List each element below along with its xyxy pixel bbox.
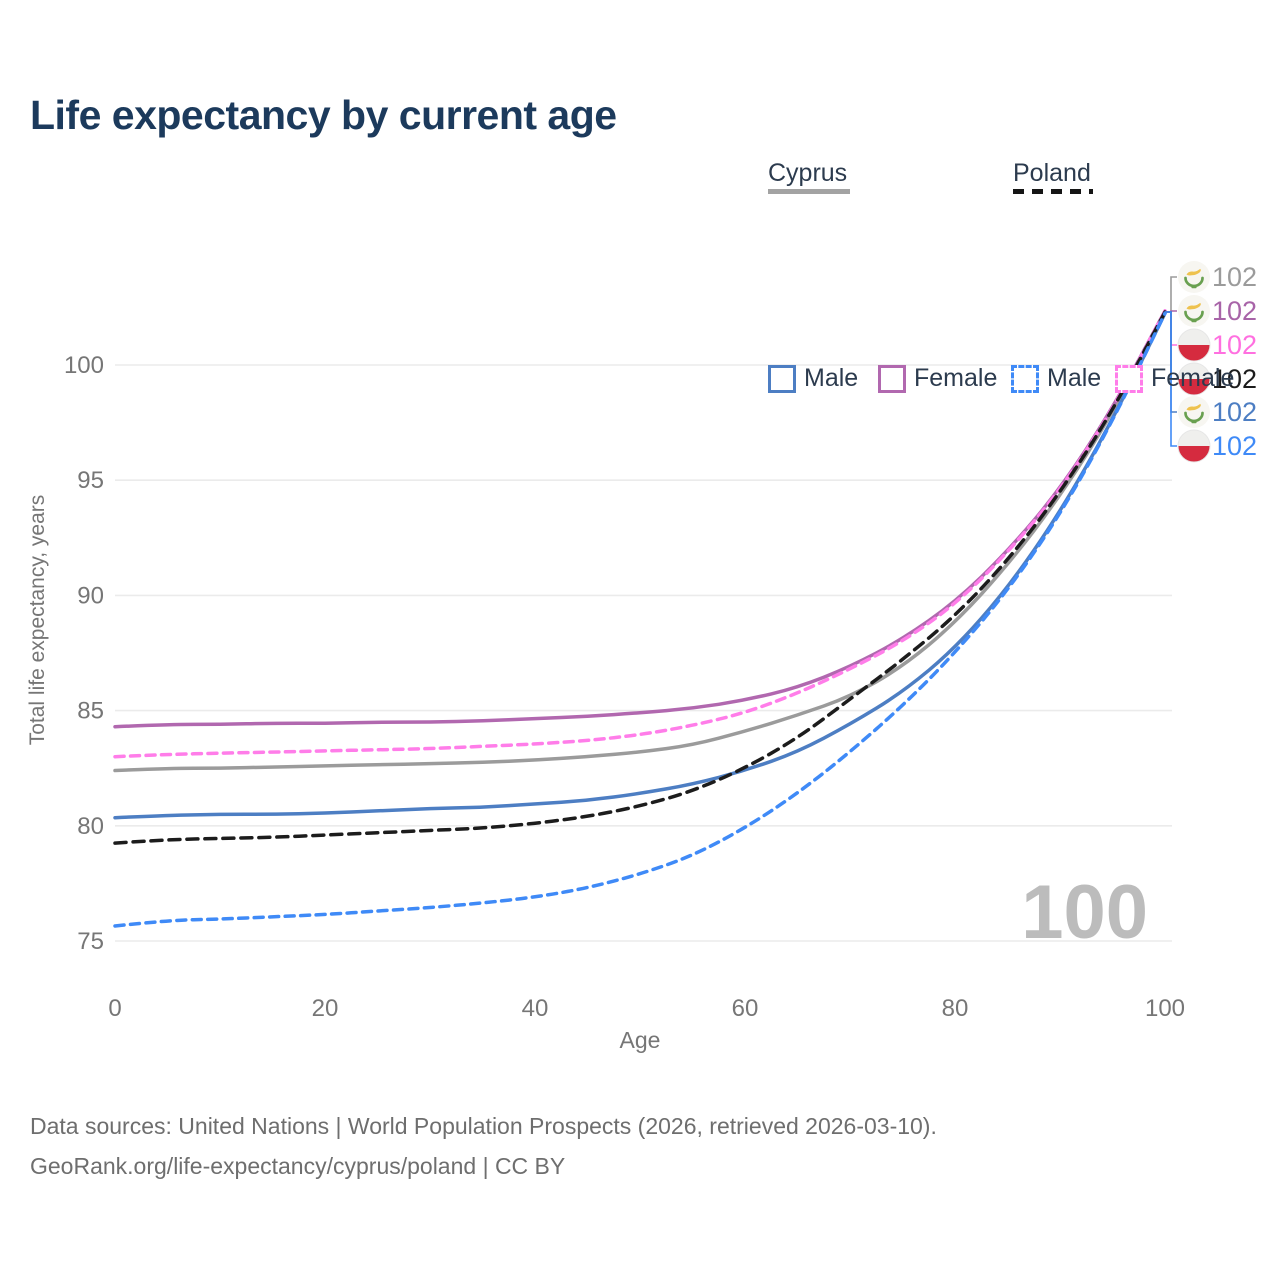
end-label-poland-male[interactable]: 102 [1177, 429, 1257, 463]
cyprus-flag-icon [1178, 295, 1210, 327]
end-label-poland-female[interactable]: 102 [1177, 328, 1257, 362]
poland-dashed-line-sample [1013, 189, 1093, 194]
legend-group-cyprus: Cyprus [768, 160, 850, 194]
series-line-cyprus-male [113, 311, 1167, 820]
cyprus-male-swatch-icon[interactable] [768, 364, 796, 393]
y-tick-label: 85 [77, 698, 104, 725]
y-tick-label: 100 [64, 352, 104, 379]
legend-header-cyprus[interactable]: Cyprus [768, 159, 848, 187]
y-tick-label: 80 [77, 813, 104, 840]
y-tick-label: 75 [77, 928, 104, 955]
series-line-poland-female [113, 309, 1167, 759]
poland-flag-icon [1177, 362, 1211, 396]
cyprus-solid-line-sample [768, 189, 850, 194]
y-tick-label: 95 [77, 467, 104, 494]
end-label-value: 102 [1212, 364, 1257, 394]
x-tick-label: 60 [732, 995, 759, 1022]
legend-items: Male Female Male Female [0, 364, 1280, 398]
end-label-cyprus-female[interactable]: 102 [1178, 295, 1257, 327]
cyprus-female-swatch-icon[interactable] [878, 364, 906, 393]
legend-item-poland-male[interactable]: Male [1011, 364, 1101, 393]
legend-group-poland: Poland [1013, 160, 1093, 194]
y-axis-title: Total life expectancy, years [26, 495, 49, 746]
footer-attribution: Data sources: United Nations | World Pop… [30, 1106, 937, 1186]
series-line-poland-all [113, 310, 1167, 845]
x-tick-label: 20 [312, 995, 339, 1022]
legend-item-label: Male [804, 364, 859, 392]
series-line-cyprus-all [113, 310, 1167, 773]
legend-item-poland-female[interactable]: Female [1115, 364, 1234, 393]
x-tick-label: 0 [108, 995, 121, 1022]
poland-male-swatch-icon[interactable] [1011, 364, 1039, 393]
life-expectancy-line-chart: 75 80 85 90 95 100 0 20 40 60 80 100 Total life ex… [26, 261, 1257, 1053]
cyprus-flag-icon [1178, 396, 1210, 428]
poland-flag-icon [1177, 328, 1211, 362]
legend-item-label: Female [914, 364, 998, 392]
legend: Cyprus Poland Male Female Male Female [0, 160, 1280, 393]
end-label-value: 102 [1212, 397, 1257, 427]
legend-item-label: Male [1047, 364, 1102, 392]
x-tick-label: 40 [522, 995, 549, 1022]
end-label-cyprus-all[interactable]: 102 [1178, 261, 1257, 293]
legend-item-label: Female [1151, 364, 1235, 392]
x-axis-tick-labels: 0 20 40 60 80 100 [108, 995, 1185, 1022]
x-axis-title: Age [620, 1027, 661, 1053]
end-label-value: 102 [1212, 296, 1257, 326]
end-label-value: 102 [1212, 330, 1257, 360]
y-tick-label: 90 [77, 582, 104, 609]
poland-female-swatch-icon[interactable] [1115, 364, 1143, 393]
y-axis-tick-labels: 75 80 85 90 95 100 [64, 352, 104, 955]
end-label-cyprus-male[interactable]: 102 [1178, 396, 1257, 428]
end-label-connector [1165, 311, 1177, 447]
legend-item-cyprus-female[interactable]: Female [878, 364, 997, 393]
legend-header-poland[interactable]: Poland [1013, 159, 1091, 187]
end-label-value: 102 [1212, 262, 1257, 292]
page-title: Life expectancy by current age [30, 92, 617, 138]
age-counter-watermark: 100 [1021, 870, 1148, 955]
gridlines [115, 364, 1172, 942]
series-lines [113, 309, 1167, 928]
x-tick-label: 80 [942, 995, 969, 1022]
end-label-value: 102 [1212, 431, 1257, 461]
data-sources-line: Data sources: United Nations | World Pop… [30, 1113, 937, 1139]
end-label-poland-all[interactable]: 102 [1177, 362, 1257, 396]
series-line-poland-male [113, 311, 1167, 928]
poland-flag-icon [1177, 429, 1211, 463]
end-label-connector [1165, 276, 1177, 313]
x-tick-label: 100 [1145, 995, 1185, 1022]
cyprus-flag-icon [1178, 261, 1210, 293]
georank-url-line: GeoRank.org/life-expectancy/cyprus/polan… [30, 1153, 566, 1179]
legend-item-cyprus-male[interactable]: Male [768, 364, 858, 393]
